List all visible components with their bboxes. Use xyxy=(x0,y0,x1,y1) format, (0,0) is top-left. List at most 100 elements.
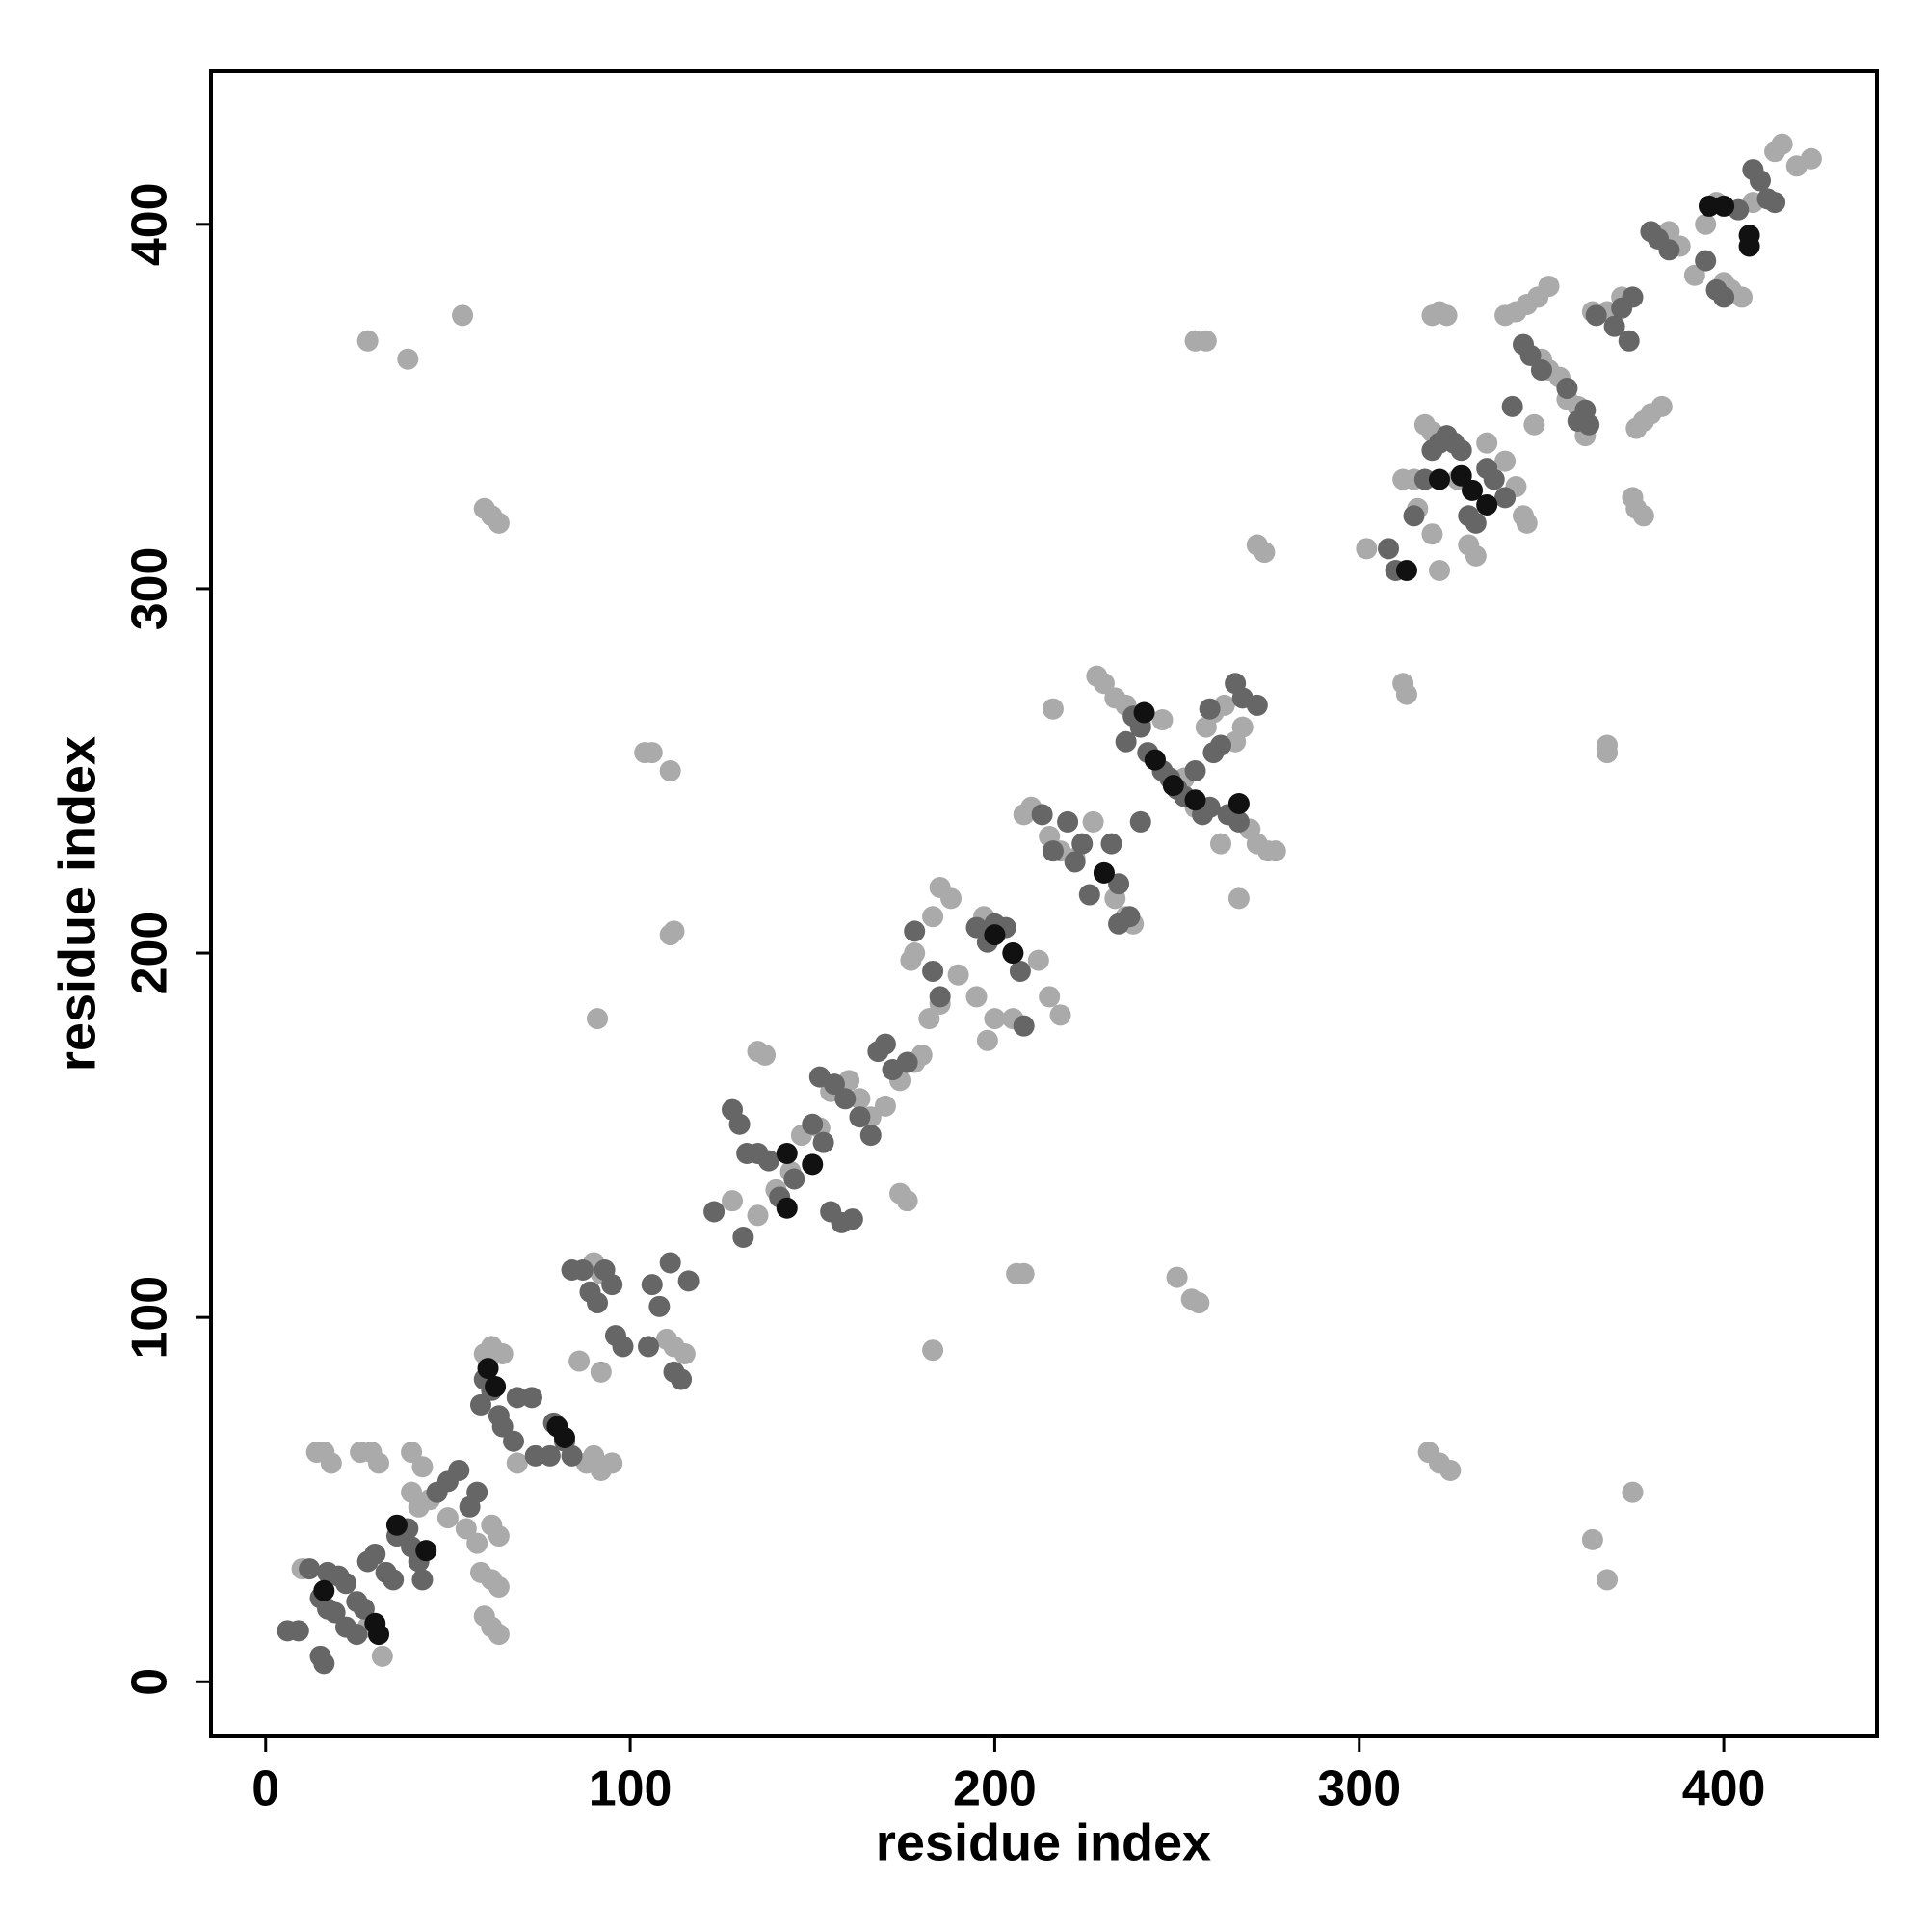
point xyxy=(1166,1266,1188,1288)
point xyxy=(1428,560,1450,582)
point xyxy=(747,1204,769,1227)
point xyxy=(1519,344,1542,366)
y-tick-label: 0 xyxy=(122,1668,178,1696)
point xyxy=(638,1336,660,1358)
point xyxy=(397,348,419,370)
point xyxy=(1749,170,1771,192)
point xyxy=(918,1008,940,1030)
point xyxy=(1713,195,1735,217)
point xyxy=(1188,1292,1210,1314)
point xyxy=(1450,439,1472,462)
point xyxy=(1264,840,1286,862)
point xyxy=(849,1106,871,1128)
point xyxy=(1064,851,1086,873)
point xyxy=(947,964,969,986)
point xyxy=(757,1150,779,1172)
point xyxy=(1476,432,1498,454)
point xyxy=(671,1368,693,1390)
point xyxy=(1071,833,1094,855)
point xyxy=(677,1270,700,1292)
point xyxy=(1209,734,1231,756)
point xyxy=(641,1274,663,1296)
point xyxy=(491,1416,514,1438)
point xyxy=(524,1444,546,1467)
point xyxy=(488,1575,510,1598)
point xyxy=(1042,698,1064,720)
point xyxy=(659,759,681,781)
y-tick-label: 400 xyxy=(122,182,178,266)
point xyxy=(1695,250,1717,272)
point xyxy=(1009,960,1031,982)
point xyxy=(1597,1569,1619,1591)
point xyxy=(346,1624,368,1646)
point xyxy=(469,1393,491,1416)
point xyxy=(841,1208,863,1231)
point xyxy=(1501,395,1523,417)
point xyxy=(1199,698,1221,720)
point xyxy=(929,986,951,1008)
point xyxy=(1013,1015,1035,1037)
point xyxy=(1082,810,1104,833)
point xyxy=(334,1573,356,1595)
point xyxy=(1246,694,1268,716)
point xyxy=(364,1612,386,1634)
point xyxy=(1597,734,1619,756)
point xyxy=(722,1190,744,1212)
point xyxy=(1465,544,1487,567)
point xyxy=(1039,986,1061,1008)
point xyxy=(1618,330,1640,352)
point xyxy=(940,887,963,910)
point xyxy=(1057,810,1079,833)
point xyxy=(1581,1528,1603,1550)
point xyxy=(904,920,926,942)
point xyxy=(1013,1262,1035,1284)
point xyxy=(1356,538,1378,560)
point xyxy=(1538,276,1560,298)
point xyxy=(364,1543,386,1565)
point xyxy=(732,1226,754,1248)
point xyxy=(1002,942,1024,965)
point xyxy=(1771,133,1793,155)
point xyxy=(411,1569,434,1591)
point xyxy=(1428,468,1450,490)
point xyxy=(1108,873,1130,895)
point xyxy=(1144,749,1166,771)
point xyxy=(612,1336,634,1358)
point xyxy=(849,1088,871,1110)
point xyxy=(648,1295,671,1317)
point xyxy=(1403,505,1425,527)
point xyxy=(477,1358,499,1380)
point xyxy=(1462,479,1484,501)
point xyxy=(659,1252,681,1274)
point xyxy=(539,1444,561,1467)
point xyxy=(1042,840,1064,862)
point xyxy=(324,1601,346,1624)
point xyxy=(368,1452,390,1474)
point xyxy=(313,1653,335,1675)
point xyxy=(1578,413,1600,436)
y-tick-label: 300 xyxy=(122,547,178,631)
point xyxy=(874,1095,896,1117)
point xyxy=(834,1088,857,1110)
point xyxy=(371,1645,393,1667)
point xyxy=(859,1125,882,1147)
point xyxy=(1764,192,1786,214)
point xyxy=(1632,505,1654,527)
point xyxy=(466,1481,488,1503)
point xyxy=(754,1044,777,1066)
point xyxy=(601,1274,623,1296)
point xyxy=(1421,523,1443,545)
point xyxy=(546,1416,568,1438)
point xyxy=(436,1507,459,1529)
point xyxy=(1516,512,1538,534)
point xyxy=(1494,450,1517,472)
point xyxy=(287,1620,309,1642)
point xyxy=(590,1361,612,1383)
point xyxy=(984,924,1006,946)
point xyxy=(1115,730,1137,753)
point xyxy=(1093,673,1115,695)
point xyxy=(561,1444,583,1467)
point xyxy=(1119,906,1141,928)
point xyxy=(922,960,944,982)
point xyxy=(299,1558,321,1580)
